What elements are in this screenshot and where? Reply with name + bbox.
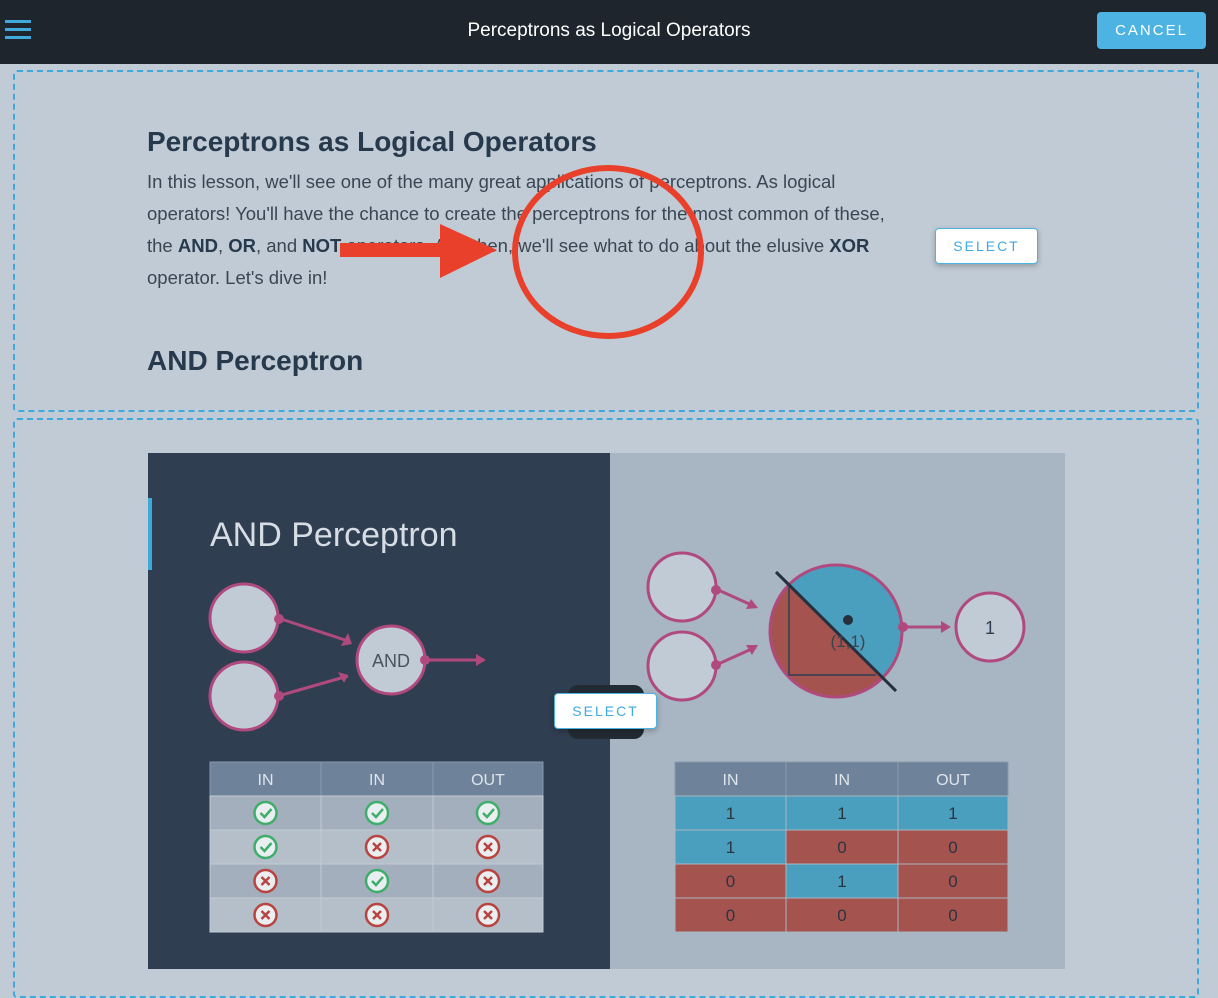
content-block-text[interactable] <box>13 70 1199 412</box>
check-icon <box>364 868 390 894</box>
check-icon <box>253 834 278 860</box>
table-cell <box>674 795 787 831</box>
cell-value: 0 <box>837 838 846 857</box>
input-node <box>646 551 718 623</box>
cell-value: 1 <box>726 804 735 823</box>
cell-value: 1 <box>837 804 846 823</box>
cell-value: 0 <box>726 906 735 925</box>
right-truth-table: IN IN OUT 1 1 1 1 0 0 0 1 0 0 0 0 <box>674 761 1009 933</box>
input-node <box>646 630 718 702</box>
cell-value: 1 <box>948 804 957 823</box>
table-cell <box>674 863 787 899</box>
top-bar: Perceptrons as Logical Operators CANCEL <box>0 0 1218 64</box>
table-cell <box>897 829 1009 865</box>
hamburger-icon[interactable] <box>5 20 31 40</box>
output-node <box>954 591 1026 663</box>
cell-value: 0 <box>726 872 735 891</box>
page-title: Perceptrons as Logical Operators <box>467 20 751 41</box>
select-button-image-block[interactable]: SELECT <box>554 693 657 729</box>
cell-value: 1 <box>726 838 735 857</box>
text-run: , and <box>255 235 303 256</box>
check-icon <box>475 800 501 826</box>
table-cell <box>785 863 899 899</box>
table-cell <box>897 795 1009 831</box>
cancel-button[interactable]: CANCEL <box>1097 12 1206 49</box>
cell-value: 0 <box>948 872 957 891</box>
table-cell <box>785 795 899 831</box>
output-value: 1 <box>985 618 995 638</box>
table-cell <box>674 897 787 933</box>
table-cell <box>897 863 1009 899</box>
point-marker <box>843 615 853 625</box>
text-run: , <box>217 235 229 256</box>
text-run: operators. And then, we'll see what to d… <box>341 235 830 256</box>
select-button-text-block[interactable]: SELECT <box>935 228 1038 264</box>
point-label: (1,1) <box>831 632 866 651</box>
cell-value: 1 <box>837 872 846 891</box>
cell-value: 0 <box>948 838 957 857</box>
table-header: OUT <box>936 772 970 789</box>
table-cell <box>785 829 899 865</box>
table-header: IN <box>834 772 850 789</box>
table-header: IN <box>369 772 385 789</box>
decision-line <box>774 570 898 693</box>
and-perceptron-figure: AND Perceptron AND (1,1) 1 IN IN OUT IN IN O… <box>148 453 1065 969</box>
text-run: operator. Let's dive in! <box>147 267 328 288</box>
bold-operator: XOR <box>829 235 870 256</box>
bold-operator: AND <box>177 235 218 256</box>
table-cell <box>785 897 899 933</box>
table-header: OUT <box>471 772 505 789</box>
lesson-heading: Perceptrons as Logical Operators <box>147 126 597 157</box>
title-accent-bar <box>148 498 152 570</box>
figure-title: AND Perceptron <box>210 516 458 554</box>
bold-operator: OR <box>228 235 256 256</box>
bold-operator: NOT <box>302 235 342 256</box>
left-network <box>208 582 478 732</box>
check-icon <box>253 800 278 826</box>
check-icon <box>364 800 390 826</box>
and-node-label: AND <box>372 651 410 671</box>
table-header: IN <box>723 772 739 789</box>
cell-value: 0 <box>837 906 846 925</box>
lesson-paragraph: In this lesson, we'll see one of the man… <box>147 166 907 294</box>
input-node <box>208 582 280 654</box>
section-heading: AND Perceptron <box>147 345 364 376</box>
left-truth-table: IN IN OUT <box>209 761 544 933</box>
cell-value: 0 <box>948 906 957 925</box>
table-cell <box>897 897 1009 933</box>
input-node <box>208 660 280 732</box>
table-header: IN <box>258 772 274 789</box>
